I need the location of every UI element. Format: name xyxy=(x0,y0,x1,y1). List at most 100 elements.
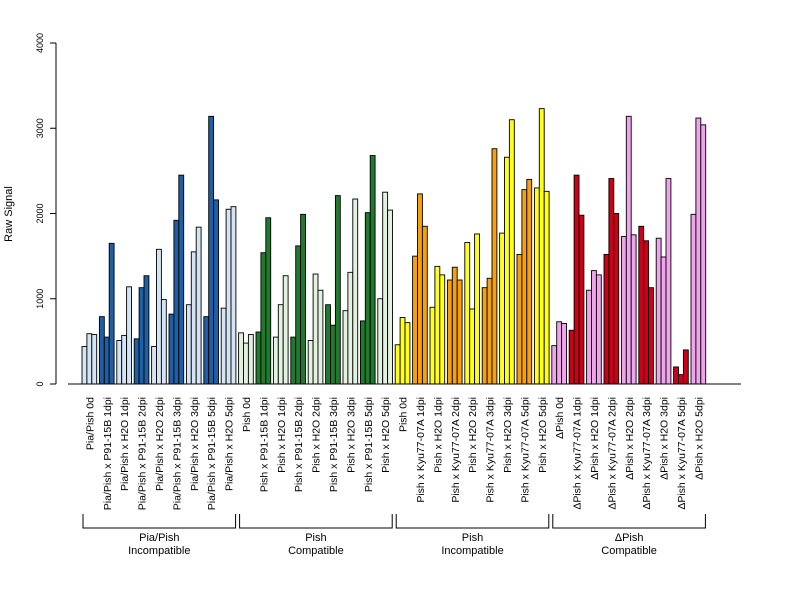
group-label: Compatible xyxy=(601,545,657,557)
x-tick-labels: Pia/Pish 0d Pia/Pish x P91-15B 1dpi Pia/Pi… xyxy=(84,397,705,510)
bar xyxy=(469,308,476,385)
group-bracket xyxy=(239,514,393,529)
y-tick-label: 4000 xyxy=(35,33,45,53)
bar xyxy=(556,321,563,385)
x-tick-label: Pia/Pish 0d xyxy=(84,397,96,450)
bar xyxy=(516,253,523,385)
bar xyxy=(160,299,167,385)
bar xyxy=(195,226,202,385)
bar xyxy=(168,313,175,385)
bar xyxy=(394,344,401,385)
x-tick-label: ΔPish x H2O 5dpi xyxy=(693,397,705,480)
x-tick-label: ΔPish x Kyu77-07A 2dpi xyxy=(606,397,618,510)
bar xyxy=(300,213,306,385)
bar xyxy=(481,287,488,385)
bar xyxy=(121,334,128,385)
bar xyxy=(591,270,597,385)
x-tick-label: Pish x H2O 3dpi xyxy=(345,397,357,473)
bar xyxy=(638,225,645,385)
bar xyxy=(451,266,458,385)
group-bracket xyxy=(395,514,550,529)
y-axis: 0 1000 2000 3000 4000 xyxy=(35,33,57,387)
x-tick-label: Pish x H2O 2dpi xyxy=(467,397,479,473)
x-tick-label: Pia/Pish x H2O 1dpi xyxy=(119,397,131,491)
bar xyxy=(543,190,550,385)
group-bracket xyxy=(552,514,706,529)
bar xyxy=(213,199,219,385)
bar xyxy=(282,275,289,385)
bar xyxy=(330,324,336,385)
x-tick-label: Pia/Pish x P91-15B 1dpi xyxy=(102,397,114,510)
bar xyxy=(595,274,602,385)
bar xyxy=(272,336,279,385)
bar xyxy=(417,193,423,385)
x-tick-label: Pish x P91-15B 3dpi xyxy=(328,397,340,492)
bar xyxy=(143,275,150,385)
bar xyxy=(225,208,232,385)
x-tick-label: Pish x H2O 1dpi xyxy=(276,397,288,473)
bar xyxy=(359,320,366,385)
bar xyxy=(446,279,453,385)
bar xyxy=(682,349,689,385)
x-tick-label: Pish x P91-15B 1dpi xyxy=(258,397,270,492)
bar xyxy=(434,265,441,385)
x-tick-label: ΔPish x Kyu77-07A 1dpi xyxy=(572,397,584,510)
x-tick-label: ΔPish x Kyu77-07A 5dpi xyxy=(676,397,688,510)
bar xyxy=(151,346,157,385)
bar xyxy=(439,274,446,385)
y-axis-label: Raw Signal xyxy=(3,186,15,242)
group-label: Pia/Pish xyxy=(139,532,179,544)
x-tick-label: Pish x Kyu77-07A 3dpi xyxy=(485,397,497,503)
bar xyxy=(673,366,679,385)
bar xyxy=(387,209,393,385)
y-tick-label: 1000 xyxy=(35,289,45,309)
bar xyxy=(486,277,493,385)
group-label: Pish xyxy=(462,532,483,544)
bar xyxy=(238,332,244,385)
bar xyxy=(630,234,637,385)
bar xyxy=(247,334,254,385)
bar xyxy=(603,253,610,385)
bar xyxy=(116,340,123,385)
x-tick-label: Pish x P91-15B 5dpi xyxy=(363,397,375,492)
bar xyxy=(526,178,533,385)
bar xyxy=(138,287,145,385)
bar xyxy=(665,178,672,385)
x-tick-label: Pish x H2O 5dpi xyxy=(537,397,549,473)
plot-area xyxy=(68,108,741,385)
bar xyxy=(156,248,162,385)
bar xyxy=(86,333,93,385)
bar xyxy=(307,340,314,385)
x-tick-label: Pish x Kyu77-07A 5dpi xyxy=(519,397,531,503)
bar xyxy=(578,214,585,385)
bar xyxy=(342,310,349,385)
bar xyxy=(464,242,471,385)
x-tick-label: ΔPish x Kyu77-07A 3dpi xyxy=(641,397,653,510)
bar xyxy=(625,115,632,385)
x-tick-label: ΔPish x H2O 3dpi xyxy=(659,397,671,480)
bar xyxy=(243,342,249,385)
bar xyxy=(178,174,185,385)
group-label: Incompatible xyxy=(128,545,190,557)
bar xyxy=(108,242,115,385)
bar xyxy=(404,322,411,385)
bar xyxy=(103,336,110,385)
bar xyxy=(561,323,567,385)
group-label: Incompatible xyxy=(441,545,503,557)
bar xyxy=(173,219,180,385)
bar xyxy=(290,336,297,385)
x-tick-label: Pia/Pish x P91-15B 3dpi xyxy=(171,397,183,510)
x-tick-label: Pish x H2O 1dpi xyxy=(432,397,444,473)
x-tick-label: Pish x H2O 5dpi xyxy=(380,397,392,473)
bar xyxy=(613,213,620,385)
bar xyxy=(538,108,545,385)
group-brackets: Pia/PishIncompatiblePishCompatiblePishIn… xyxy=(82,514,706,557)
group-label: ΔPish xyxy=(615,532,644,544)
bar xyxy=(377,298,384,385)
bar xyxy=(369,155,376,385)
bar xyxy=(660,256,667,385)
bar xyxy=(648,287,654,385)
bar xyxy=(521,189,528,385)
bar xyxy=(317,289,324,385)
bar xyxy=(208,115,215,385)
